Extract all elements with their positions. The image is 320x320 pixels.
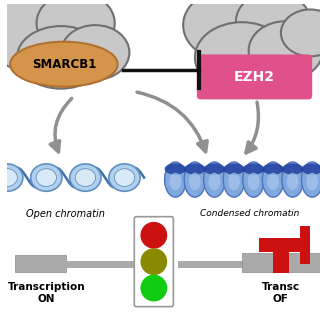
Ellipse shape [183, 0, 271, 60]
Ellipse shape [17, 26, 105, 89]
Ellipse shape [262, 162, 284, 197]
Text: OF: OF [273, 294, 289, 304]
Bar [273, 252, 289, 273]
Text: Transc: Transc [262, 282, 300, 292]
Ellipse shape [301, 162, 320, 197]
Ellipse shape [281, 10, 320, 56]
Ellipse shape [70, 164, 101, 191]
Ellipse shape [109, 164, 140, 191]
FancyArrowPatch shape [246, 102, 259, 153]
Ellipse shape [223, 164, 245, 175]
Bar [260, 238, 306, 252]
Ellipse shape [243, 164, 264, 175]
Circle shape [141, 222, 166, 248]
Ellipse shape [184, 164, 206, 175]
Bar [242, 253, 320, 272]
Text: ON: ON [37, 294, 55, 304]
Ellipse shape [267, 173, 279, 190]
Ellipse shape [287, 173, 299, 190]
Ellipse shape [262, 164, 284, 175]
FancyBboxPatch shape [197, 54, 312, 100]
Text: EZH2: EZH2 [234, 70, 275, 84]
Ellipse shape [184, 162, 206, 197]
Text: Open chromatin: Open chromatin [27, 209, 105, 219]
Ellipse shape [236, 0, 310, 51]
Ellipse shape [204, 162, 225, 197]
Ellipse shape [61, 25, 129, 80]
Ellipse shape [301, 164, 320, 175]
Ellipse shape [114, 169, 135, 187]
Ellipse shape [248, 173, 260, 190]
Ellipse shape [223, 162, 245, 197]
Ellipse shape [0, 0, 90, 72]
Ellipse shape [36, 0, 115, 54]
Ellipse shape [169, 173, 181, 190]
Ellipse shape [75, 169, 96, 187]
Text: Condensed chromatin: Condensed chromatin [200, 209, 299, 218]
Ellipse shape [10, 42, 118, 87]
Ellipse shape [195, 22, 289, 92]
Ellipse shape [0, 164, 23, 191]
FancyArrowPatch shape [50, 99, 72, 152]
Ellipse shape [243, 162, 264, 197]
Ellipse shape [36, 169, 56, 187]
FancyBboxPatch shape [134, 217, 173, 307]
Circle shape [141, 275, 166, 301]
Text: SMARCB1: SMARCB1 [32, 58, 96, 71]
Ellipse shape [204, 164, 225, 175]
Ellipse shape [164, 162, 186, 197]
Circle shape [141, 249, 166, 274]
Bar [300, 227, 310, 264]
Ellipse shape [189, 173, 201, 190]
Bar [15, 255, 66, 272]
Ellipse shape [228, 173, 240, 190]
Ellipse shape [282, 162, 303, 197]
Ellipse shape [164, 164, 186, 175]
Ellipse shape [282, 164, 303, 175]
Ellipse shape [31, 164, 62, 191]
Ellipse shape [306, 173, 318, 190]
Ellipse shape [249, 21, 320, 80]
Ellipse shape [0, 169, 17, 187]
Text: Transcription: Transcription [7, 282, 85, 292]
FancyArrowPatch shape [137, 92, 207, 152]
Ellipse shape [209, 173, 220, 190]
